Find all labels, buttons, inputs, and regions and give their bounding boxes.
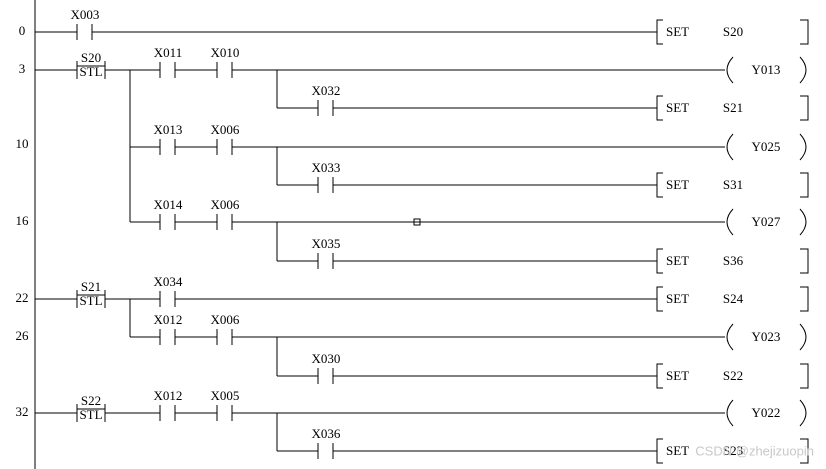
contact-label: X006	[211, 122, 240, 137]
contact-label: X006	[211, 312, 240, 327]
set-instruction: SET	[666, 291, 689, 306]
stl-operand: S21	[81, 279, 101, 294]
set-operand: S31	[723, 177, 743, 192]
set-bracket-right	[800, 438, 809, 464]
coil-right	[799, 323, 807, 351]
set-instruction: SET	[666, 177, 689, 192]
set-operand: S23	[723, 443, 743, 458]
coil-left	[726, 323, 734, 351]
set-operand: S36	[723, 253, 744, 268]
set-bracket-right	[800, 286, 809, 312]
coil-operand: Y027	[752, 214, 781, 229]
contact-label: X013	[154, 122, 183, 137]
contact-label: X006	[211, 197, 240, 212]
set-instruction: SET	[666, 253, 689, 268]
set-instruction: SET	[666, 24, 689, 39]
coil-operand: Y022	[752, 405, 781, 420]
set-instruction: SET	[666, 368, 689, 383]
set-bracket-left	[656, 248, 663, 274]
stl-operand: S20	[81, 50, 101, 65]
step-number: 22	[16, 290, 29, 305]
coil-left	[726, 56, 734, 84]
set-bracket-left	[656, 95, 663, 121]
set-bracket-left	[656, 286, 663, 312]
set-operand: S21	[723, 100, 743, 115]
step-number: 26	[16, 328, 30, 343]
contact-label: X034	[154, 274, 183, 289]
coil-left	[726, 399, 734, 427]
set-bracket-right	[800, 19, 809, 45]
set-operand: S20	[723, 24, 743, 39]
set-operand: S22	[723, 368, 743, 383]
set-instruction: SET	[666, 443, 689, 458]
coil-right	[799, 399, 807, 427]
set-instruction: SET	[666, 100, 689, 115]
stl-instruction: STL	[79, 293, 102, 308]
step-number: 32	[16, 404, 29, 419]
contact-label: X012	[154, 388, 183, 403]
coil-right	[799, 133, 807, 161]
coil-operand: Y025	[752, 139, 781, 154]
contact-label: X012	[154, 312, 183, 327]
set-bracket-right	[800, 95, 809, 121]
stl-instruction: STL	[79, 64, 102, 79]
set-bracket-left	[656, 438, 663, 464]
contact-label: X005	[211, 388, 240, 403]
contact-label: X030	[312, 351, 341, 366]
coil-left	[726, 133, 734, 161]
step-number: 10	[16, 136, 29, 151]
stl-operand: S22	[81, 393, 101, 408]
contact-label: X014	[154, 197, 183, 212]
step-number: 3	[19, 61, 26, 76]
coil-operand: Y013	[752, 62, 781, 77]
set-bracket-right	[800, 363, 809, 389]
set-bracket-left	[656, 363, 663, 389]
set-bracket-right	[800, 248, 809, 274]
contact-label: X036	[312, 426, 341, 441]
contact-label: X032	[312, 83, 341, 98]
set-bracket-left	[656, 19, 663, 45]
coil-left	[726, 208, 734, 236]
step-number: 16	[16, 213, 30, 228]
coil-right	[799, 56, 807, 84]
contact-label: X010	[211, 45, 240, 60]
stl-instruction: STL	[79, 407, 102, 422]
coil-right	[799, 208, 807, 236]
coil-operand: Y023	[752, 329, 781, 344]
contact-label: X035	[312, 236, 341, 251]
watermark: CSDN @zhejizuopin	[695, 443, 814, 458]
contact-label: X033	[312, 160, 341, 175]
set-bracket-right	[800, 172, 809, 198]
set-operand: S24	[723, 291, 744, 306]
set-bracket-left	[656, 172, 663, 198]
step-number: 0	[19, 23, 26, 38]
contact-label: X003	[71, 7, 100, 22]
contact-label: X011	[154, 45, 182, 60]
